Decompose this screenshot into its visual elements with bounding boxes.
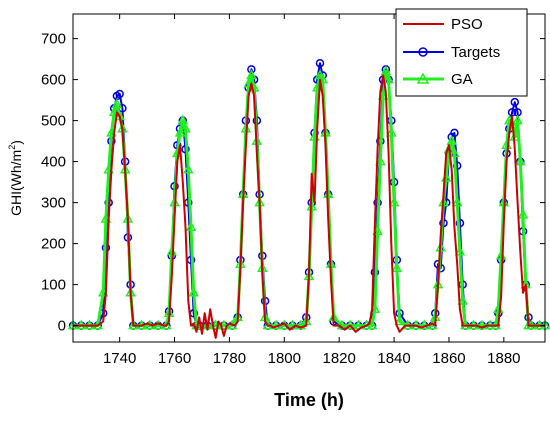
legend-label-targets: Targets [451,44,500,61]
point-ga [512,114,523,125]
series-pso [73,74,545,339]
point-ga [476,319,488,330]
point-ga [454,245,466,256]
point-ga [185,221,197,231]
legend-label-pso: PSO [451,16,483,33]
point-ga [188,286,199,297]
y-axis-ticks: 0 100 200 300 400 500 600 700 [41,31,545,335]
point-targets [450,128,459,138]
x-tick-label: 1860 [432,350,465,367]
plot-frame [72,13,546,343]
point-targets [115,89,124,99]
x-tick-label: 1740 [103,350,136,367]
point-ga [246,69,257,80]
series-line-pso [73,74,545,339]
x-tick-label: 1800 [268,350,301,367]
x-axis-label: Time (h) [274,390,344,410]
x-axis-ticks: 1740 1760 1780 1800 1820 1840 1860 1880 [103,14,521,367]
y-tick-label: 400 [41,154,66,171]
y-tick-label: 300 [41,195,66,212]
point-ga [317,73,328,84]
x-tick-label: 1780 [213,350,246,367]
point-ga [451,196,463,207]
y-tick-label: 100 [41,277,66,294]
point-ga [380,65,392,76]
y-tick-label: 700 [41,31,66,48]
y-tick-label: 500 [41,113,66,130]
point-ga [314,69,326,80]
point-targets [247,65,256,74]
y-tick-label: 200 [41,236,66,253]
point-targets [315,58,325,68]
point-ga [386,126,397,137]
series-layer [67,58,550,339]
legend-marker-targets [418,47,428,57]
point-ga [391,262,403,272]
point-ga [517,208,529,219]
point-ga [306,200,317,211]
point-ga [449,147,460,158]
point-ga [388,196,400,207]
point-ga [344,319,356,330]
point-ga [375,155,386,166]
legend-marker-ga [416,72,430,84]
x-tick-label: 1820 [322,350,355,367]
y-axis-label-main: GHI(Wh/m [8,150,24,216]
legend: PSO Targets GA [395,8,528,97]
point-ga [108,106,120,117]
point-ga [515,155,526,166]
y-axis-label: GHI(Wh/m2) [7,140,24,216]
point-ga [457,294,468,305]
point-ga [183,163,194,174]
point-ga [177,114,189,125]
legend-label-ga: GA [451,71,473,88]
point-ga [394,315,405,326]
y-tick-label: 0 [58,318,66,335]
x-tick-label: 1760 [158,350,191,367]
point-ga [218,319,230,330]
point-ga [111,98,123,108]
legend-item-targets: Targets [403,44,500,61]
legend-item-ga: GA [403,71,473,88]
x-tick-label: 1840 [377,350,410,367]
point-ga [243,77,254,88]
point-ga [366,319,378,330]
y-axis-label-superscript: 2 [7,145,17,150]
point-ga [383,73,394,84]
point-targets [510,97,520,107]
point-ga [446,135,457,145]
x-tick-label: 1880 [487,350,520,367]
y-tick-label: 600 [41,72,66,89]
legend-item-pso: PSO [403,16,483,33]
y-axis-label-close: ) [8,140,24,145]
point-ga [180,122,191,133]
